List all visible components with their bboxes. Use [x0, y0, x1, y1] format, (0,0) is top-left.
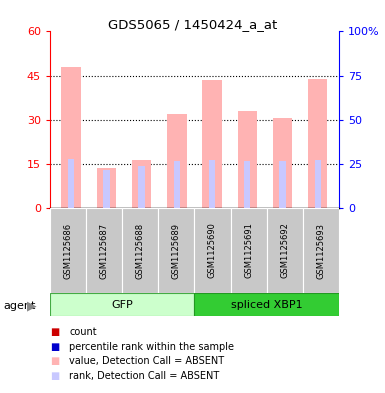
Text: agent: agent — [4, 301, 36, 311]
Bar — [238, 111, 257, 208]
Bar — [68, 159, 74, 208]
Text: GSM1125690: GSM1125690 — [208, 222, 217, 279]
Bar — [97, 169, 116, 208]
Bar — [231, 208, 267, 293]
Bar — [50, 208, 86, 293]
Bar — [203, 80, 222, 208]
Text: GSM1125693: GSM1125693 — [316, 222, 325, 279]
Bar — [86, 208, 122, 293]
Text: GSM1125686: GSM1125686 — [64, 222, 73, 279]
Bar — [50, 293, 194, 316]
Text: GFP: GFP — [111, 299, 133, 310]
Text: GSM1125689: GSM1125689 — [172, 222, 181, 279]
Bar — [273, 118, 292, 208]
Text: ■: ■ — [50, 342, 59, 352]
Bar — [132, 160, 151, 208]
Bar — [122, 208, 158, 293]
Text: ■: ■ — [50, 356, 59, 366]
Text: percentile rank within the sample: percentile rank within the sample — [69, 342, 234, 352]
Text: GSM1125691: GSM1125691 — [244, 222, 253, 279]
Bar — [267, 208, 303, 293]
Text: value, Detection Call = ABSENT: value, Detection Call = ABSENT — [69, 356, 224, 366]
Text: ▶: ▶ — [27, 299, 36, 312]
Bar — [209, 160, 215, 208]
Bar — [158, 208, 194, 293]
Text: GDS5065 / 1450424_a_at: GDS5065 / 1450424_a_at — [108, 18, 277, 31]
Text: ■: ■ — [50, 327, 59, 337]
Bar — [62, 67, 81, 208]
Text: GSM1125687: GSM1125687 — [100, 222, 109, 279]
Bar — [139, 166, 145, 208]
Bar — [315, 160, 321, 208]
Bar — [167, 114, 186, 208]
Bar — [174, 161, 180, 208]
Text: GSM1125688: GSM1125688 — [136, 222, 145, 279]
Bar — [194, 293, 339, 316]
Text: count: count — [69, 327, 97, 337]
Bar — [103, 170, 110, 208]
Bar — [308, 79, 327, 208]
Bar — [303, 208, 339, 293]
Text: rank, Detection Call = ABSENT: rank, Detection Call = ABSENT — [69, 371, 219, 381]
Text: ■: ■ — [50, 371, 59, 381]
Bar — [194, 208, 231, 293]
Text: spliced XBP1: spliced XBP1 — [231, 299, 303, 310]
Bar — [244, 161, 250, 208]
Text: GSM1125692: GSM1125692 — [280, 222, 289, 279]
Bar — [279, 161, 286, 208]
